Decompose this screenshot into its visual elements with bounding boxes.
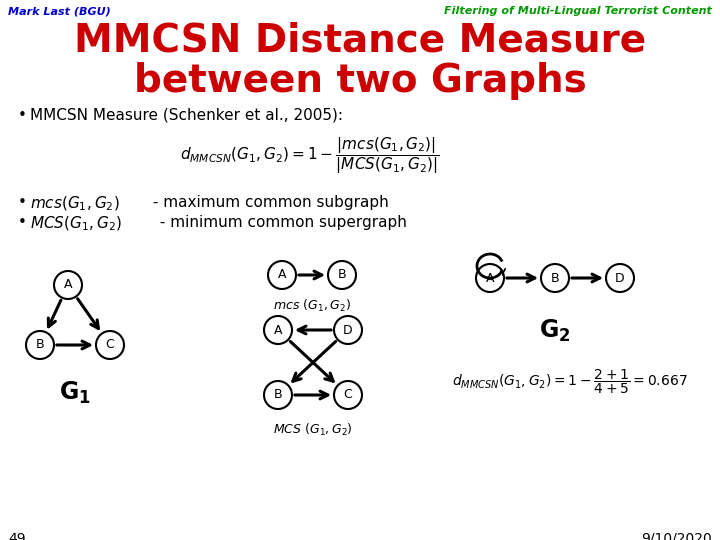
Circle shape [541, 264, 569, 292]
Circle shape [328, 261, 356, 289]
Text: $MCS(G_1, G_2)$: $MCS(G_1, G_2)$ [30, 215, 122, 233]
Text: A: A [486, 272, 494, 285]
Text: B: B [551, 272, 559, 285]
Text: D: D [343, 323, 353, 336]
Text: •: • [18, 215, 27, 230]
Text: •: • [18, 108, 27, 123]
Text: MMCSN Distance Measure: MMCSN Distance Measure [74, 22, 646, 60]
Text: $\mathbf{G_2}$: $\mathbf{G_2}$ [539, 318, 571, 344]
Text: - maximum common subgraph: - maximum common subgraph [148, 195, 389, 210]
Text: A: A [64, 279, 72, 292]
Text: - minimum common supergraph: - minimum common supergraph [155, 215, 407, 230]
Circle shape [96, 331, 124, 359]
Text: 9/10/2020: 9/10/2020 [642, 532, 712, 540]
Text: between two Graphs: between two Graphs [134, 62, 586, 100]
Text: B: B [274, 388, 282, 402]
Text: C: C [343, 388, 352, 402]
Text: A: A [274, 323, 282, 336]
Text: MMCSN Measure (Schenker et al., 2005):: MMCSN Measure (Schenker et al., 2005): [30, 108, 343, 123]
Circle shape [54, 271, 82, 299]
Text: $MCS\ (G_1,G_2)$: $MCS\ (G_1,G_2)$ [273, 422, 353, 438]
Circle shape [334, 316, 362, 344]
Circle shape [264, 381, 292, 409]
Text: 49: 49 [8, 532, 26, 540]
Text: $\mathbf{G_1}$: $\mathbf{G_1}$ [59, 380, 91, 406]
Text: B: B [36, 339, 45, 352]
Text: $d_{MMCSN}(G_1,G_2) = 1 - \dfrac{2+1}{4+5} = 0.667$: $d_{MMCSN}(G_1,G_2) = 1 - \dfrac{2+1}{4+… [452, 368, 688, 396]
Text: •: • [18, 195, 27, 210]
Circle shape [26, 331, 54, 359]
Text: B: B [338, 268, 346, 281]
Circle shape [268, 261, 296, 289]
Text: $d_{MMCSN}(G_1,G_2) = 1 - \dfrac{|mcs(G_1,G_2)|}{|MCS(G_1,G_2)|}$: $d_{MMCSN}(G_1,G_2) = 1 - \dfrac{|mcs(G_… [180, 135, 440, 176]
Text: Filtering of Multi-Lingual Terrorist Content: Filtering of Multi-Lingual Terrorist Con… [444, 6, 712, 16]
Text: C: C [106, 339, 114, 352]
Circle shape [264, 316, 292, 344]
Text: A: A [278, 268, 287, 281]
Circle shape [476, 264, 504, 292]
Circle shape [606, 264, 634, 292]
Text: D: D [615, 272, 625, 285]
Text: $mcs\ (G_1,G_2)$: $mcs\ (G_1,G_2)$ [273, 298, 351, 314]
Text: Mark Last (BGU): Mark Last (BGU) [8, 6, 111, 16]
Circle shape [334, 381, 362, 409]
Text: $mcs(G_1, G_2)$: $mcs(G_1, G_2)$ [30, 195, 120, 213]
